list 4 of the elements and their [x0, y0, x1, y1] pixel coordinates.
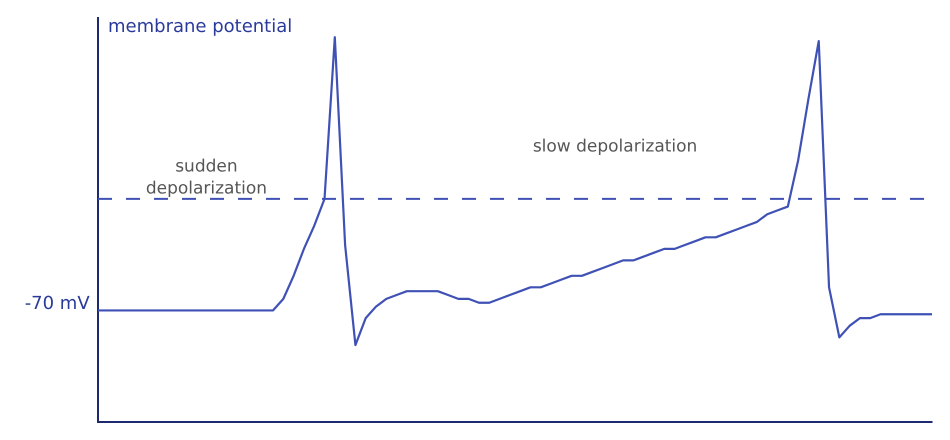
y-axis-title: membrane potential	[108, 16, 292, 37]
text: -70 mV	[24, 292, 90, 314]
annotation: slow depolarization	[532, 136, 698, 156]
annotation: sudden depolarization	[146, 156, 268, 199]
